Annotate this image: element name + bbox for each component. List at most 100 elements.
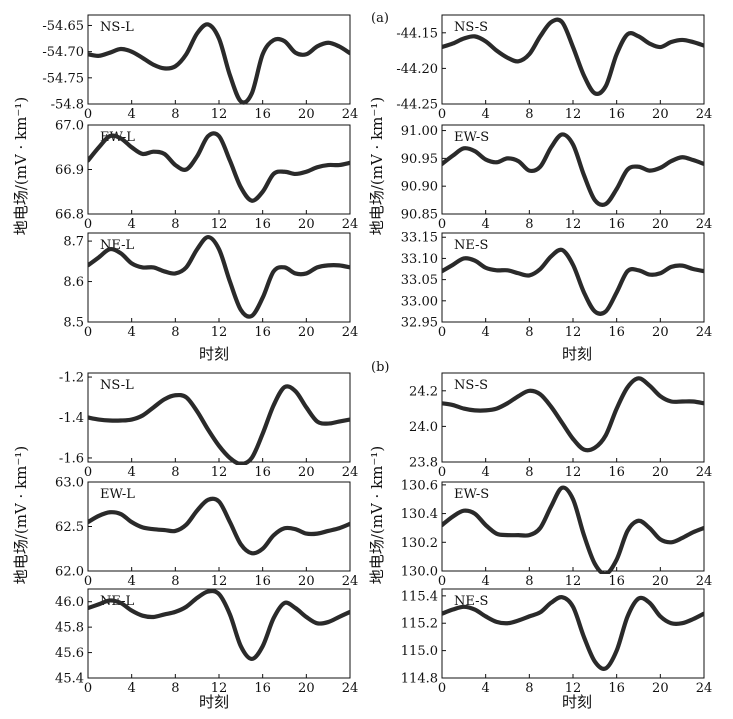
series-line-a-NE-L (88, 234, 350, 319)
x-tick-label: 24 (342, 681, 359, 696)
x-tick-label: 0 (84, 574, 92, 589)
panel-label-a-NE-S: NE-S (454, 238, 488, 253)
y-tick-label: -1.6 (59, 451, 84, 466)
y-tick-label: 33.15 (401, 231, 438, 246)
x-tick-label: 16 (608, 325, 625, 340)
series-line-a-NS-S (442, 17, 704, 96)
x-tick-label: 4 (128, 107, 136, 122)
x-tick-label: 12 (211, 574, 228, 589)
y-tick-label: -1.4 (59, 411, 84, 426)
series-line-b-NS-S (442, 376, 704, 453)
x-tick-label: 0 (84, 465, 92, 480)
x-tick-label: 0 (438, 574, 446, 589)
y-tick-label: 90.85 (401, 208, 438, 223)
x-tick-label: 16 (608, 107, 625, 122)
x-tick-label: 12 (565, 107, 582, 122)
y-tick-label: 8.6 (63, 275, 84, 290)
series-line-a-NE-S (442, 247, 704, 316)
x-tick-label: 12 (565, 217, 582, 232)
x-tick-label: 8 (525, 681, 533, 696)
x-tick-label: 20 (652, 107, 669, 122)
y-tick-label: 130.0 (401, 565, 438, 580)
x-tick-label: 12 (211, 217, 228, 232)
x-tick-label: 4 (128, 574, 136, 589)
y-axis-title-b-left: 地电场/(mV · km⁻¹) (12, 446, 30, 584)
x-tick-label: 4 (482, 325, 490, 340)
x-tick-label: 16 (254, 325, 271, 340)
x-tick-label: 8 (525, 107, 533, 122)
x-tick-label: 16 (608, 681, 625, 696)
series-line-b-EW-S (442, 485, 704, 574)
x-tick-label: 20 (652, 574, 669, 589)
y-tick-label: 33.05 (401, 273, 438, 288)
panel-b-NS-S: 0 4 8 12 16 20 24 24.2 24.0 23.8 NS-S (409, 372, 712, 480)
panel-a-EW-S: 0 4 8 12 16 20 24 91.00 90.95 90.90 90.85 EW-S (401, 124, 712, 232)
x-tick-label: 12 (565, 574, 582, 589)
y-tick-label: -44.15 (396, 26, 438, 41)
x-tick-label: 12 (211, 465, 228, 480)
x-tick-label: 20 (652, 325, 669, 340)
x-tick-label: 8 (525, 217, 533, 232)
x-tick-label: 8 (171, 681, 179, 696)
x-tick-label: 4 (482, 574, 490, 589)
x-tick-label: 20 (298, 574, 315, 589)
y-tick-label: 90.90 (401, 180, 438, 195)
y-tick-label: 115.0 (401, 644, 438, 659)
panel-a-NS-L: 0 4 8 12 16 20 24 -54.65 -54.70 -54.75 -54.8 NS-L (42, 14, 359, 122)
x-tick-label: 0 (84, 107, 92, 122)
x-axis-title-b-left: 时刻 (199, 693, 229, 711)
series-line-a-EW-L (88, 131, 350, 203)
x-tick-label: 20 (298, 325, 315, 340)
x-tick-label: 20 (298, 465, 315, 480)
x-tick-label: 24 (342, 325, 359, 340)
y-tick-label: -54.75 (42, 71, 84, 86)
x-tick-label: 24 (696, 217, 713, 232)
x-tick-label: 4 (482, 681, 490, 696)
x-tick-label: 0 (84, 217, 92, 232)
x-tick-label: 8 (171, 107, 179, 122)
y-tick-label: 91.00 (401, 124, 438, 139)
panel-b-NS-L: 0 4 8 12 16 20 24 -1.2 -1.4 -1.6 NS-L (59, 371, 358, 480)
panel-label-b-NS-L: NS-L (100, 378, 134, 393)
x-tick-label: 4 (128, 681, 136, 696)
y-tick-label: 23.8 (409, 456, 438, 471)
y-tick-label: 115.2 (401, 617, 438, 632)
x-tick-label: 0 (438, 107, 446, 122)
series-line-b-NS-L (88, 384, 350, 465)
y-tick-label: 33.10 (401, 252, 438, 267)
x-tick-label: 16 (254, 574, 271, 589)
x-tick-label: 24 (342, 574, 359, 589)
x-tick-label: 0 (84, 681, 92, 696)
x-tick-label: 20 (298, 107, 315, 122)
series-line-b-EW-L (88, 496, 350, 556)
y-tick-label: -54.8 (51, 98, 84, 113)
x-tick-label: 20 (652, 465, 669, 480)
x-tick-label: 0 (438, 681, 446, 696)
x-tick-label: 4 (128, 217, 136, 232)
y-tick-label: 63.0 (55, 476, 84, 491)
series-line-a-EW-S (442, 132, 704, 207)
y-tick-label: 67.0 (55, 119, 84, 134)
panel-label-a-NS-S: NS-S (454, 20, 488, 35)
x-tick-label: 8 (171, 217, 179, 232)
y-tick-label: -44.25 (396, 98, 438, 113)
y-tick-label: -54.70 (42, 45, 84, 60)
y-tick-label: 62.5 (55, 520, 84, 535)
y-axis-title-a-left: 地电场/(mV · km⁻¹) (12, 97, 30, 235)
x-tick-label: 0 (438, 325, 446, 340)
x-tick-label: 4 (482, 107, 490, 122)
x-tick-label: 8 (525, 325, 533, 340)
x-tick-label: 24 (342, 107, 359, 122)
x-tick-label: 24 (696, 325, 713, 340)
x-tick-label: 16 (254, 217, 271, 232)
x-tick-label: 24 (696, 681, 713, 696)
x-tick-label: 12 (211, 107, 228, 122)
x-tick-label: 16 (608, 217, 625, 232)
panel-label-a-EW-S: EW-S (454, 130, 489, 145)
panel-a-NE-L: 0 4 8 12 16 20 248.78.68.5NE-L (63, 232, 359, 340)
x-tick-label: 0 (438, 465, 446, 480)
